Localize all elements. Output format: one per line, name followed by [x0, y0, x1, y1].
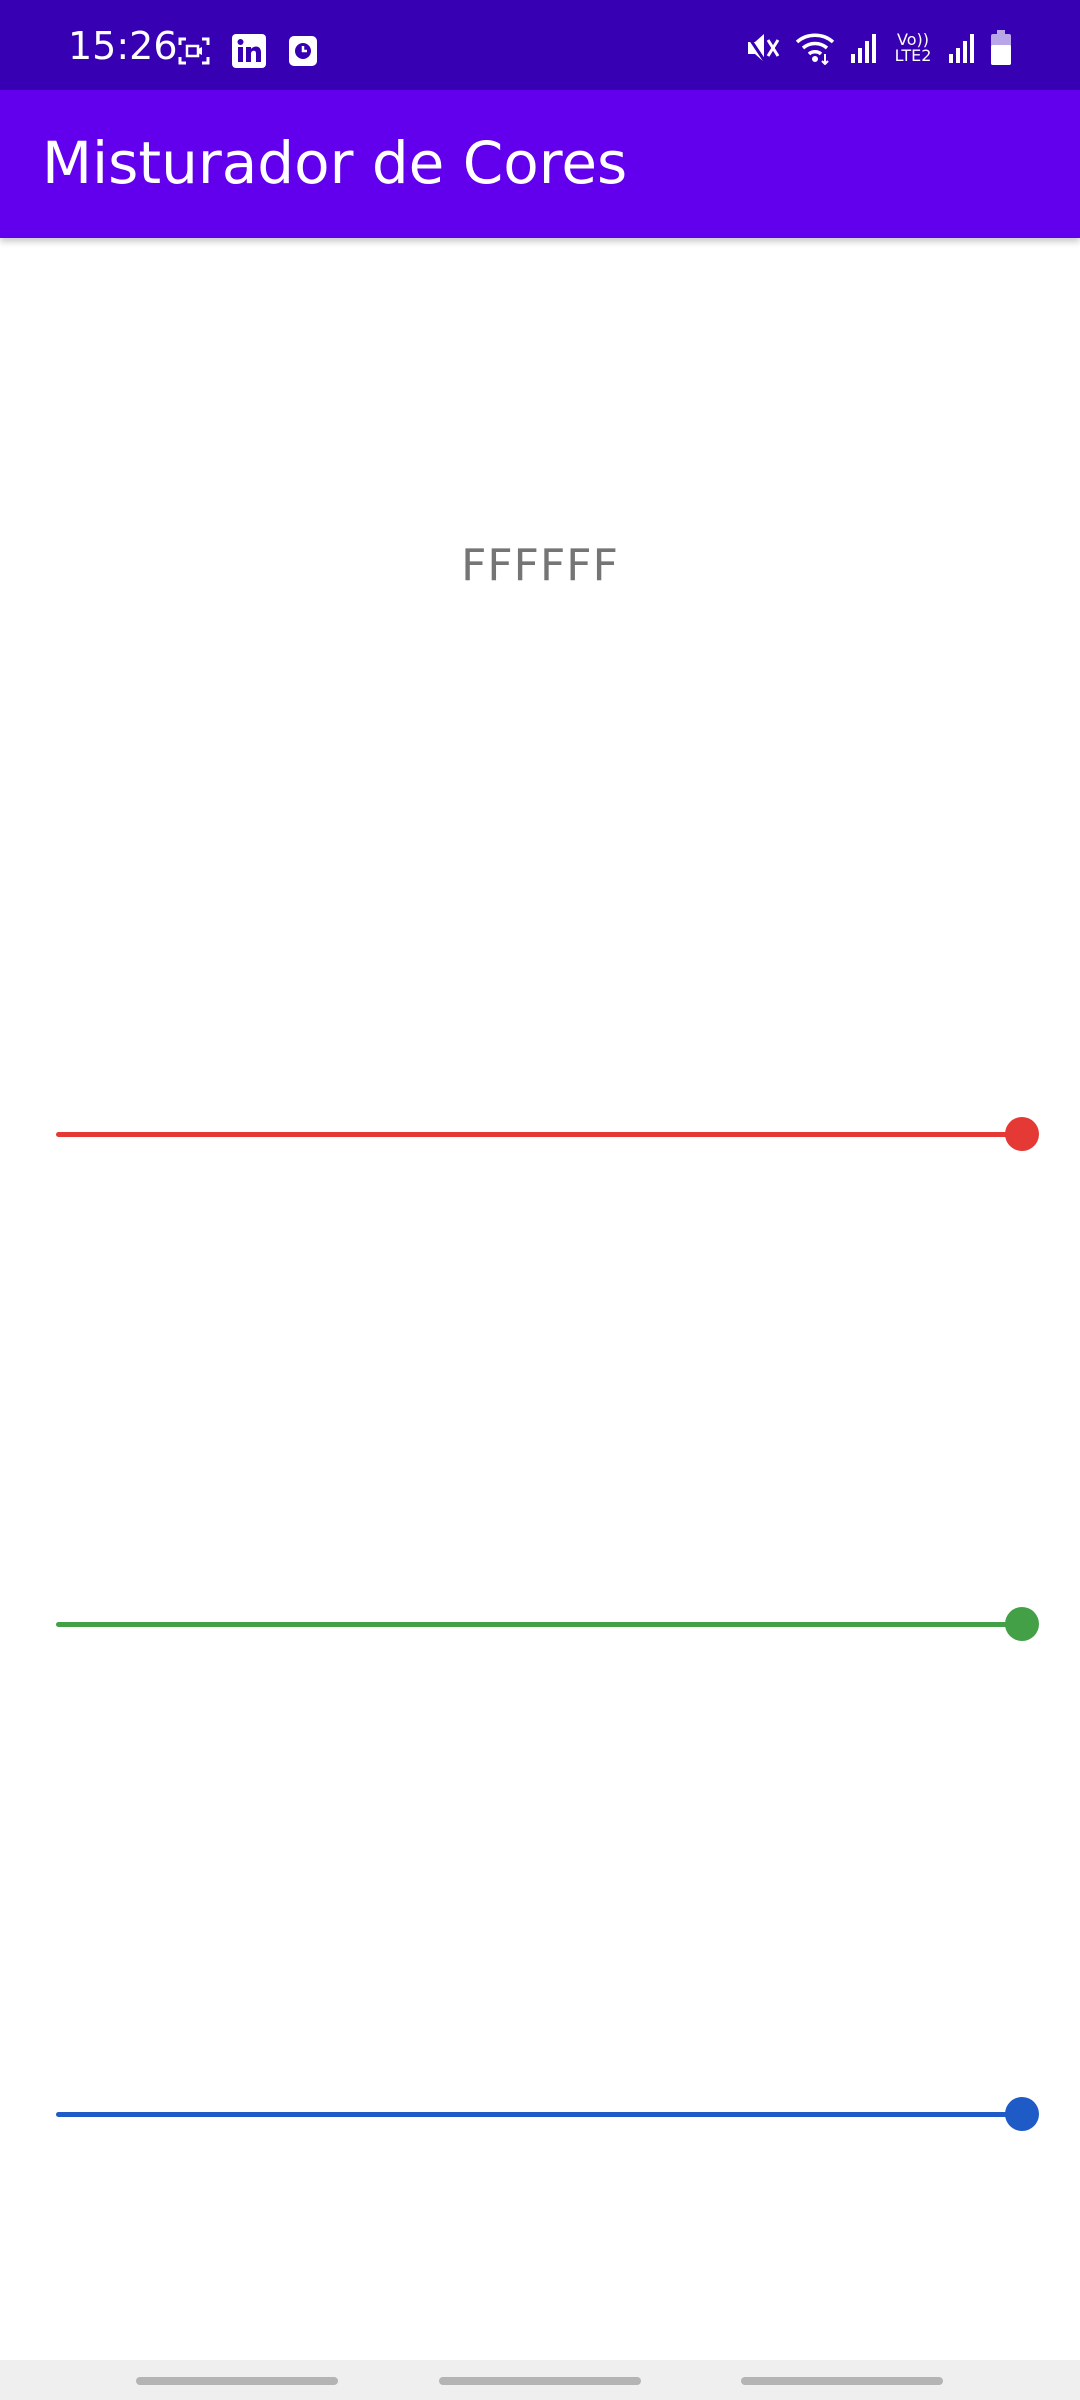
blue-slider-track[interactable]: [56, 2112, 1022, 2117]
green-slider-track[interactable]: [56, 1622, 1022, 1627]
status-right-icons: Vo)) LTE2: [744, 30, 1012, 66]
signal-icon: [949, 34, 974, 63]
blue-slider-thumb[interactable]: [1005, 2097, 1039, 2131]
mute-icon: [744, 32, 780, 64]
signal-icon: [851, 34, 876, 63]
hex-color-label: FFFFFF: [461, 540, 619, 591]
battery-icon: [991, 30, 1011, 65]
screen-record-icon: [178, 37, 210, 65]
nav-handle-center[interactable]: [439, 2377, 641, 2385]
navigation-bar: [0, 2360, 1080, 2400]
nav-handle-left[interactable]: [136, 2377, 338, 2385]
app-bar: Misturador de Cores: [0, 90, 1080, 238]
red-slider-thumb[interactable]: [1005, 1117, 1039, 1151]
red-slider-track[interactable]: [56, 1132, 1022, 1137]
blue-slider[interactable]: [56, 2084, 1039, 2144]
status-time: 15:26: [68, 24, 178, 68]
status-left-icons: [178, 34, 318, 68]
app-title: Misturador de Cores: [42, 129, 628, 197]
wifi-icon: [795, 33, 835, 65]
volte-label: Vo)): [897, 30, 929, 49]
clock-app-icon: [289, 36, 317, 66]
lte2-label: LTE2: [894, 46, 932, 65]
green-slider-thumb[interactable]: [1005, 1607, 1039, 1641]
linkedin-icon: [232, 34, 266, 68]
status-bar: 15:26: [0, 0, 1080, 90]
volte-lte2-icon: Vo)) LTE2: [892, 32, 934, 64]
green-slider[interactable]: [56, 1594, 1039, 1654]
nav-handle-right[interactable]: [741, 2377, 943, 2385]
red-slider[interactable]: [56, 1104, 1039, 1164]
